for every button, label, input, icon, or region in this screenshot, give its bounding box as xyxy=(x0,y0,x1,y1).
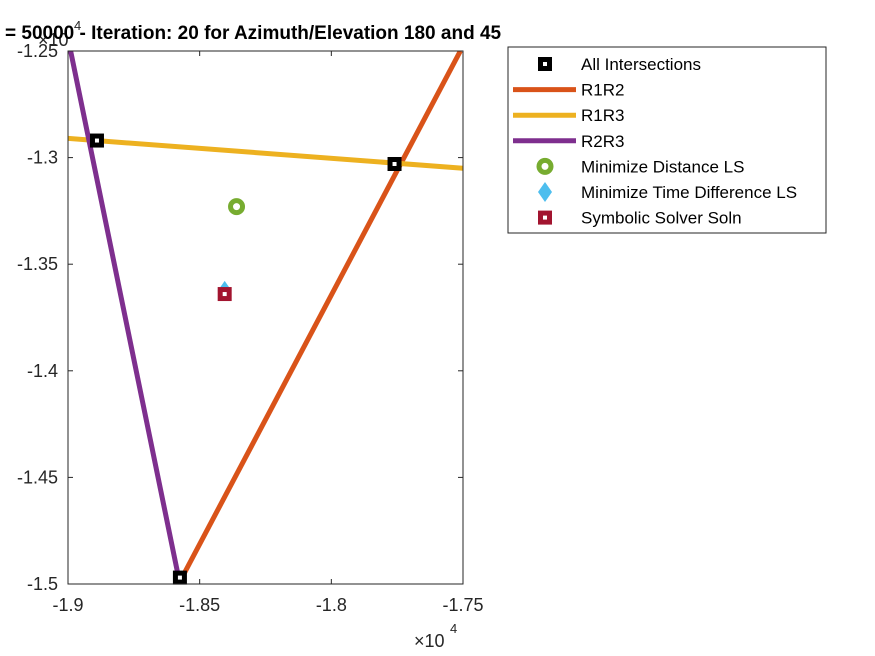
legend-square-swatch-center xyxy=(543,215,547,220)
markers xyxy=(89,133,402,585)
legend-square-swatch-center xyxy=(543,62,547,66)
x-tick-label: -1.85 xyxy=(179,595,220,615)
y-tick-label: -1.5 xyxy=(27,574,58,594)
legend-label: R1R2 xyxy=(581,81,624,100)
legend-item: R1R2 xyxy=(513,81,624,100)
series-line-r2r3 xyxy=(68,51,183,584)
legend-label: Minimize Distance LS xyxy=(581,157,744,176)
intersection-marker-center xyxy=(94,138,99,143)
legend-item: All Intersections xyxy=(538,55,701,74)
y-tick-label: -1.4 xyxy=(27,361,58,381)
axes-box xyxy=(67,50,464,585)
legend-label: Minimize Time Difference LS xyxy=(581,183,797,202)
y-exponent-power: 4 xyxy=(74,18,81,33)
series-line-r1r2 xyxy=(176,51,463,584)
legend-circle-swatch xyxy=(536,157,554,175)
y-tick-label: -1.35 xyxy=(17,254,58,274)
y-tick-label: -1.45 xyxy=(17,467,58,487)
y-tick-label: -1.3 xyxy=(27,148,58,168)
legend-diamond-swatch xyxy=(538,182,552,202)
symbolic-solver-marker-center xyxy=(222,292,227,297)
x-tick-label: -1.75 xyxy=(442,595,483,615)
axes-background xyxy=(68,51,463,584)
y-exponent-base: ×10 xyxy=(38,30,69,50)
legend-label: All Intersections xyxy=(581,55,701,74)
legend-item: Minimize Time Difference LS xyxy=(538,182,797,202)
legend: All Intersections R1R2 R1R3 R2R3 Minimize Di… xyxy=(507,46,827,234)
x-exponent-label: ×10 4 xyxy=(414,621,457,651)
y-exponent-label: ×10 4 xyxy=(38,18,81,50)
legend-item: Symbolic Solver Soln xyxy=(538,209,742,228)
y-tick-label: -1.25 xyxy=(17,41,58,61)
legend-label: R2R3 xyxy=(581,132,624,151)
x-exponent-power: 4 xyxy=(450,621,457,636)
legend-item: Minimize Distance LS xyxy=(536,157,744,176)
min-distance-ls-marker xyxy=(228,198,246,216)
chart-title: = 50000 - Iteration: 20 for Azimuth/Elev… xyxy=(5,23,502,44)
legend-item: R2R3 xyxy=(513,132,624,151)
x-exponent-base: ×10 xyxy=(414,631,445,651)
x-tick-label: -1.8 xyxy=(316,595,347,615)
ticks: -1.9 -1.85 -1.8 -1.75 -1.5 -1.45 -1.4 -1.35 -1.3… xyxy=(17,41,484,615)
intersection-marker-center xyxy=(177,575,182,580)
legend-item: R1R3 xyxy=(513,106,624,125)
legend-label: R1R3 xyxy=(581,106,624,125)
legend-label: Symbolic Solver Soln xyxy=(581,209,742,228)
intersection-marker-center xyxy=(392,161,397,166)
x-tick-label: -1.9 xyxy=(52,595,83,615)
